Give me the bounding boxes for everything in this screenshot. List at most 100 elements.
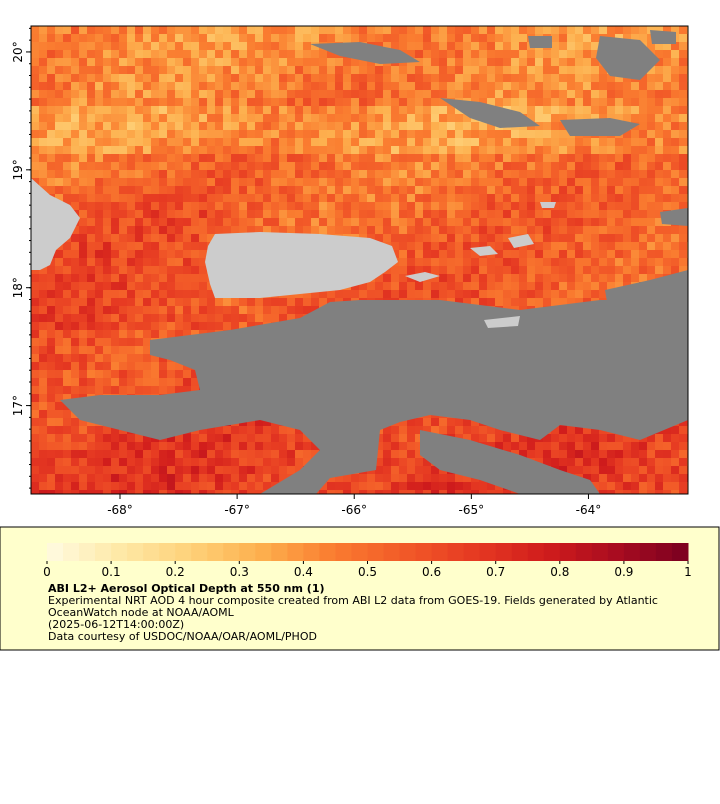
aod-cell	[47, 434, 55, 442]
aod-cell	[191, 138, 199, 146]
aod-cell	[439, 154, 447, 162]
aod-cell	[151, 122, 159, 130]
aod-cell	[279, 186, 287, 194]
aod-cell	[511, 258, 519, 266]
aod-cell	[143, 474, 151, 482]
aod-cell	[71, 106, 79, 114]
aod-cell	[167, 482, 175, 490]
aod-cell	[559, 258, 567, 266]
aod-cell	[63, 138, 71, 146]
aod-cell	[31, 74, 39, 82]
aod-cell	[583, 458, 591, 466]
aod-cell	[95, 58, 103, 66]
aod-cell	[183, 234, 191, 242]
aod-cell	[631, 226, 639, 234]
aod-cell	[47, 82, 55, 90]
aod-cell	[495, 42, 503, 50]
aod-cell	[575, 258, 583, 266]
aod-cell	[199, 162, 207, 170]
aod-cell	[159, 74, 167, 82]
aod-cell	[543, 210, 551, 218]
aod-cell	[87, 362, 95, 370]
aod-cell	[151, 162, 159, 170]
aod-cell	[279, 138, 287, 146]
aod-cell	[495, 178, 503, 186]
aod-cell	[679, 122, 687, 130]
aod-cell	[215, 298, 223, 306]
aod-cell	[119, 146, 127, 154]
aod-cell	[39, 474, 47, 482]
aod-cell	[63, 354, 71, 362]
aod-cell	[271, 458, 279, 466]
aod-cell	[167, 450, 175, 458]
aod-cell	[103, 282, 111, 290]
aod-cell	[351, 114, 359, 122]
aod-cell	[311, 170, 319, 178]
aod-cell	[359, 146, 367, 154]
aod-cell	[39, 34, 47, 42]
aod-cell	[63, 386, 71, 394]
aod-cell	[87, 122, 95, 130]
aod-cell	[311, 146, 319, 154]
aod-cell	[599, 274, 607, 282]
aod-cell	[511, 42, 519, 50]
aod-cell	[167, 306, 175, 314]
aod-cell	[31, 50, 39, 58]
aod-cell	[47, 378, 55, 386]
aod-cell	[63, 266, 71, 274]
aod-cell	[311, 82, 319, 90]
aod-cell	[295, 162, 303, 170]
aod-cell	[191, 162, 199, 170]
aod-cell	[47, 266, 55, 274]
aod-cell	[87, 354, 95, 362]
aod-cell	[535, 242, 543, 250]
aod-cell	[191, 258, 199, 266]
aod-cell	[391, 466, 399, 474]
aod-cell	[103, 170, 111, 178]
aod-cell	[407, 170, 415, 178]
aod-cell	[159, 314, 167, 322]
aod-cell	[567, 98, 575, 106]
aod-cell	[55, 290, 63, 298]
aod-cell	[143, 66, 151, 74]
aod-cell	[439, 274, 447, 282]
aod-cell	[95, 282, 103, 290]
aod-cell	[47, 450, 55, 458]
aod-cell	[551, 194, 559, 202]
aod-cell	[55, 434, 63, 442]
aod-cell	[567, 26, 575, 34]
aod-cell	[191, 298, 199, 306]
aod-cell	[591, 242, 599, 250]
aod-cell	[79, 130, 87, 138]
aod-cell	[167, 266, 175, 274]
aod-cell	[591, 170, 599, 178]
aod-cell	[399, 482, 407, 490]
aod-cell	[503, 26, 511, 34]
aod-cell	[471, 170, 479, 178]
aod-cell	[191, 58, 199, 66]
aod-cell	[519, 210, 527, 218]
aod-cell	[383, 226, 391, 234]
aod-cell	[79, 282, 87, 290]
aod-cell	[119, 274, 127, 282]
aod-cell	[631, 106, 639, 114]
aod-cell	[95, 122, 103, 130]
aod-cell	[511, 130, 519, 138]
aod-cell	[519, 178, 527, 186]
aod-cell	[679, 58, 687, 66]
aod-cell	[383, 26, 391, 34]
aod-cell	[503, 434, 511, 442]
aod-cell	[303, 178, 311, 186]
aod-cell	[375, 290, 383, 298]
aod-cell	[295, 202, 303, 210]
aod-cell	[55, 154, 63, 162]
aod-cell	[215, 210, 223, 218]
aod-cell	[303, 226, 311, 234]
aod-cell	[71, 330, 79, 338]
aod-cell	[367, 66, 375, 74]
aod-cell	[167, 210, 175, 218]
aod-cell	[479, 202, 487, 210]
aod-cell	[303, 34, 311, 42]
aod-cell	[199, 250, 207, 258]
aod-cell	[447, 50, 455, 58]
